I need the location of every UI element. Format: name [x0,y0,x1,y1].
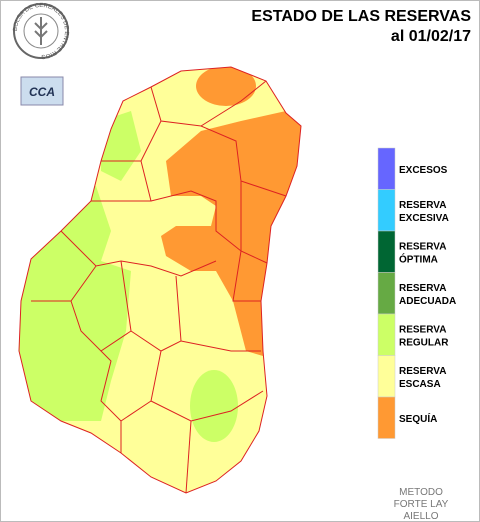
date: al 01/02/17 [391,28,471,45]
legend-label: EXCESOS [399,165,448,176]
method-text: FORTE LAY [394,499,449,510]
legend-swatch [377,147,396,190]
legend-label: RESERVA [399,283,446,294]
logo-text: CCA [29,85,55,99]
legend: EXCESOSRESERVAEXCESIVARESERVAÓPTIMARESER… [377,147,456,439]
legend-label: ADECUADA [399,296,456,307]
department-borders [18,66,302,494]
legend-label: REGULAR [399,337,449,348]
method-text: METODO [399,487,443,498]
legend-label: RESERVA [399,366,446,377]
legend-label: RESERVA [399,241,446,252]
title: ESTADO DE LAS RESERVAS [251,8,471,25]
legend-label: EXCESIVA [399,213,449,224]
logo-cca: CCA [20,76,64,106]
legend-label: ÓPTIMA [399,252,438,265]
legend-label: SEQUÍA [399,412,437,425]
legend-swatch [377,189,396,232]
method-text: AIELLO [403,511,438,521]
legend-label: ESCASA [399,379,441,390]
province [19,67,301,493]
legend-swatch [377,313,396,356]
logo-bolsa: BOLSA DE CEREALES DE ENTRE RIOS [13,3,69,59]
legend-label: RESERVA [399,324,446,335]
legend-swatch [377,396,396,439]
legend-swatch [377,355,396,398]
legend-label: RESERVA [399,200,446,211]
legend-swatch [377,272,396,315]
legend-swatch [377,230,396,273]
